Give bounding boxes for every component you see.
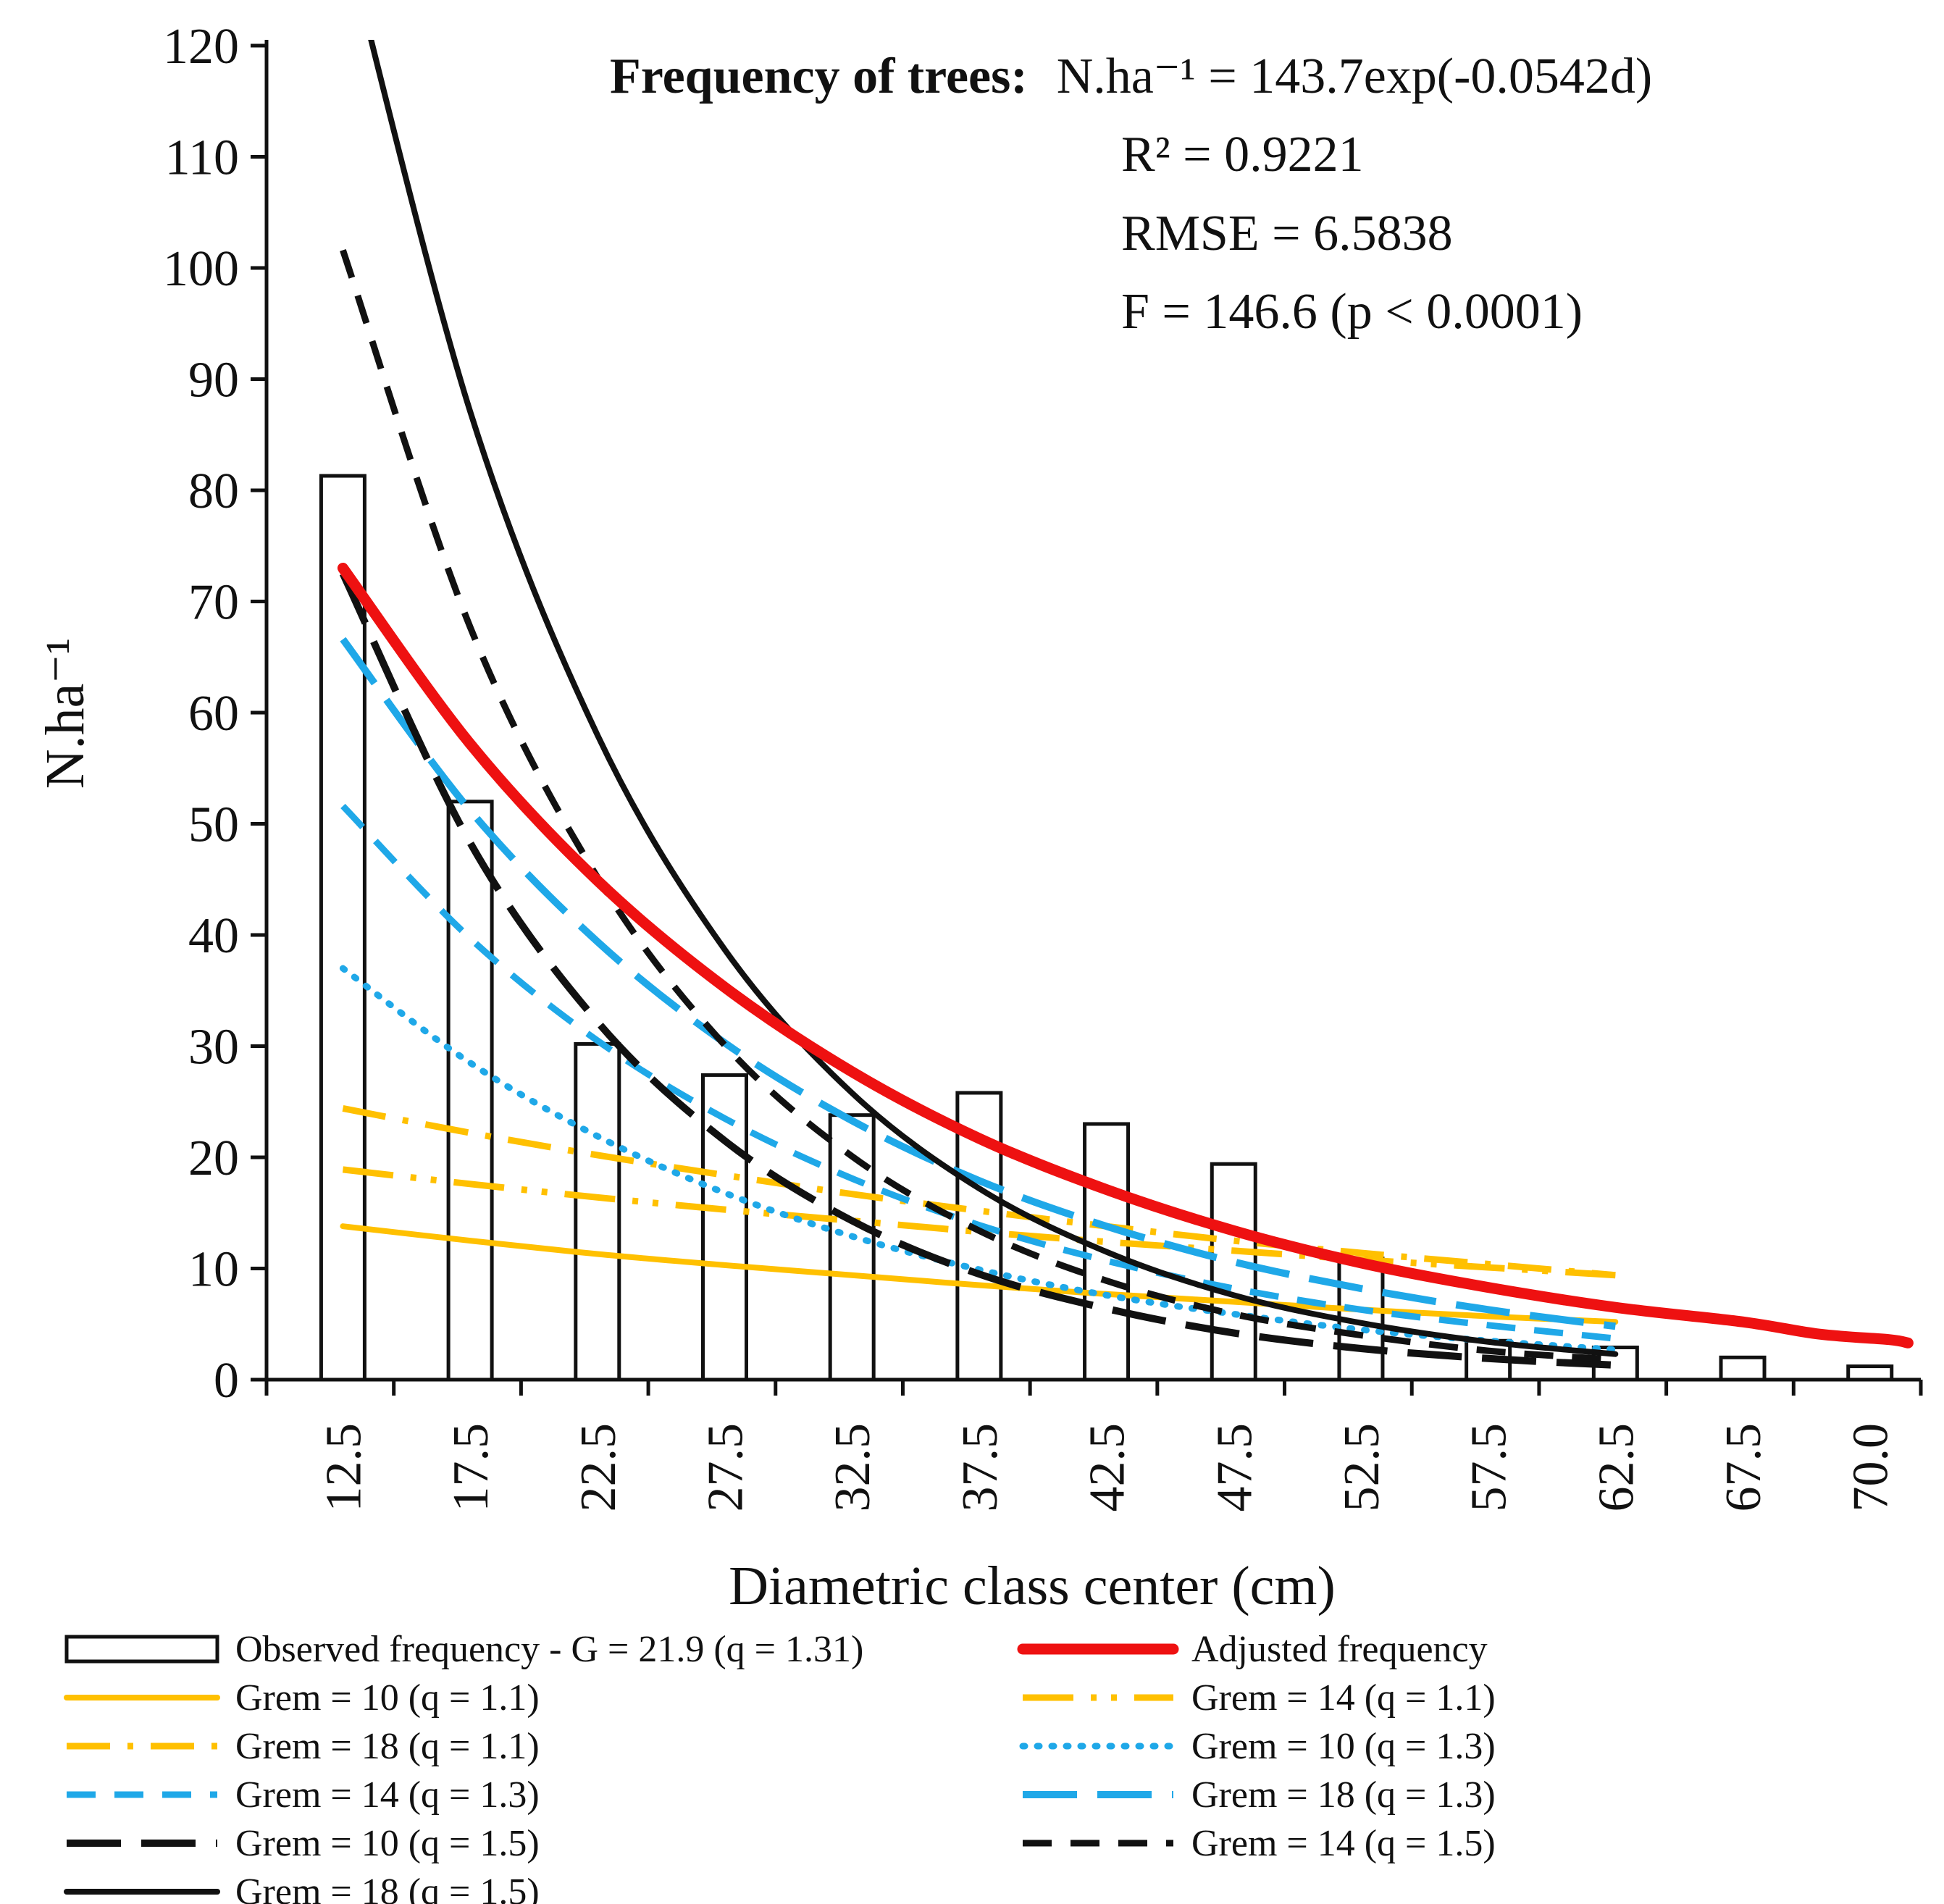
stat-r2: R² = 0.9221 bbox=[1121, 127, 1364, 183]
x-tick-label: 70.0 bbox=[1843, 1423, 1899, 1512]
y-tick-label: 50 bbox=[188, 797, 239, 853]
x-tick-label: 17.5 bbox=[443, 1423, 499, 1512]
series-line bbox=[339, 571, 1616, 1369]
y-tick-label: 100 bbox=[163, 241, 239, 297]
legend-label: Grem = 18 (q = 1.3) bbox=[1191, 1774, 1496, 1816]
legend-label: Grem = 10 (q = 1.3) bbox=[1191, 1726, 1496, 1767]
legend-label: Grem = 10 (q = 1.1) bbox=[235, 1677, 540, 1719]
x-tick-label: 32.5 bbox=[825, 1423, 881, 1512]
fit-equation: N.ha⁻¹ = 143.7exp(-0.0542d) bbox=[1057, 49, 1653, 104]
stat-f: F = 146.6 (p < 0.0001) bbox=[1121, 284, 1583, 340]
y-tick-label: 120 bbox=[163, 19, 239, 75]
y-tick-label: 110 bbox=[165, 130, 239, 186]
x-tick-label: 12.5 bbox=[316, 1423, 372, 1512]
y-tick-label: 30 bbox=[188, 1020, 239, 1075]
y-tick-label: 70 bbox=[188, 575, 239, 631]
series-line bbox=[340, 249, 1616, 1363]
legend-label: Grem = 18 (q = 1.1) bbox=[235, 1726, 540, 1767]
stat-rmse: RMSE = 6.5838 bbox=[1121, 206, 1453, 261]
observed-bar bbox=[1846, 1364, 1894, 1382]
y-tick-label: 0 bbox=[214, 1353, 239, 1409]
equation-line: Frequency of trees: N.ha⁻¹ = 143.7exp(-0.… bbox=[610, 49, 1652, 104]
ticks-layer: 0 10 20 30 40 50 60 70 80 90 100 110 120 12.5 17.5 22.5… bbox=[163, 19, 1923, 1512]
legend-label: Grem = 14 (q = 1.1) bbox=[1191, 1677, 1496, 1719]
chart-title: Frequency of trees: bbox=[610, 49, 1028, 104]
legend-label: Grem = 10 (q = 1.5) bbox=[235, 1823, 540, 1864]
x-tick-label: 37.5 bbox=[952, 1423, 1008, 1512]
legend-label: Grem = 18 (q = 1.5) bbox=[235, 1871, 540, 1904]
legend: Observed frequency - G = 21.9 (q = 1.31)… bbox=[64, 1629, 1496, 1904]
x-tick-label: 52.5 bbox=[1334, 1423, 1390, 1512]
legend-label: Grem = 14 (q = 1.5) bbox=[1191, 1823, 1496, 1864]
x-tick-label: 27.5 bbox=[697, 1423, 753, 1512]
legend-label: Adjusted frequency bbox=[1191, 1629, 1488, 1670]
x-tick-label: 47.5 bbox=[1207, 1423, 1262, 1512]
x-tick-label: 22.5 bbox=[571, 1423, 627, 1512]
observed-bar bbox=[1210, 1162, 1257, 1382]
series-line bbox=[368, 40, 1619, 1357]
legend-label: Observed frequency - G = 21.9 (q = 1.31) bbox=[235, 1629, 863, 1670]
y-axis-title: N.ha⁻¹ bbox=[35, 638, 96, 789]
series-line bbox=[340, 637, 1616, 1330]
bars-layer bbox=[319, 474, 1894, 1382]
y-tick-label: 10 bbox=[188, 1242, 239, 1298]
y-tick-label: 20 bbox=[188, 1131, 239, 1186]
legend-label: Grem = 14 (q = 1.3) bbox=[235, 1774, 540, 1816]
y-tick-label: 40 bbox=[188, 908, 239, 964]
observed-bar bbox=[446, 800, 494, 1382]
observed-bar bbox=[574, 1041, 621, 1382]
x-tick-label: 62.5 bbox=[1588, 1423, 1644, 1512]
x-tick-label: 57.5 bbox=[1462, 1423, 1517, 1512]
series-layer bbox=[337, 40, 1914, 1369]
series-line bbox=[340, 803, 1616, 1342]
y-tick-label: 80 bbox=[188, 464, 239, 519]
series-line bbox=[339, 965, 1619, 1354]
observed-bar bbox=[1719, 1355, 1767, 1382]
legend-swatch-bar bbox=[64, 1635, 219, 1664]
x-tick-label: 42.5 bbox=[1080, 1423, 1136, 1512]
y-tick-label: 90 bbox=[188, 353, 239, 408]
x-axis-title: Diametric class center (cm) bbox=[729, 1556, 1336, 1616]
y-tick-label: 60 bbox=[188, 686, 239, 742]
x-tick-label: 67.5 bbox=[1716, 1423, 1772, 1512]
series-line bbox=[337, 562, 1914, 1349]
